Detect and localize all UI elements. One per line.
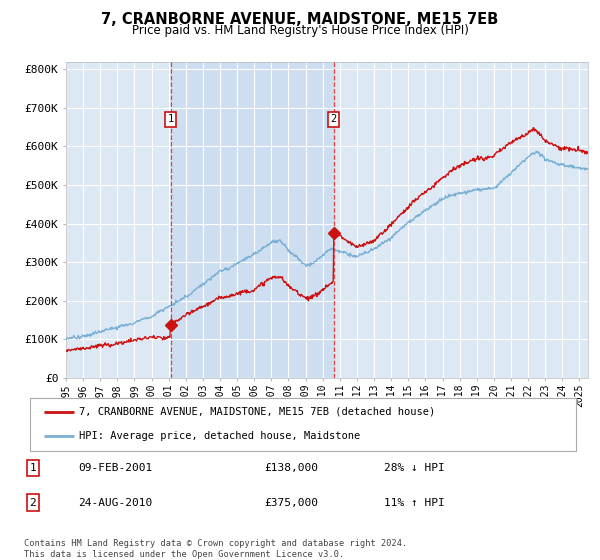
Text: £138,000: £138,000 bbox=[264, 463, 318, 473]
Text: 2: 2 bbox=[29, 498, 37, 507]
Text: £375,000: £375,000 bbox=[264, 498, 318, 507]
Text: 11% ↑ HPI: 11% ↑ HPI bbox=[384, 498, 445, 507]
Text: Price paid vs. HM Land Registry's House Price Index (HPI): Price paid vs. HM Land Registry's House … bbox=[131, 24, 469, 37]
Text: 7, CRANBORNE AVENUE, MAIDSTONE, ME15 7EB (detached house): 7, CRANBORNE AVENUE, MAIDSTONE, ME15 7EB… bbox=[79, 407, 436, 417]
Text: 28% ↓ HPI: 28% ↓ HPI bbox=[384, 463, 445, 473]
Text: Contains HM Land Registry data © Crown copyright and database right 2024.
This d: Contains HM Land Registry data © Crown c… bbox=[24, 539, 407, 559]
FancyBboxPatch shape bbox=[30, 398, 576, 451]
Text: 1: 1 bbox=[29, 463, 37, 473]
Text: 2: 2 bbox=[331, 114, 337, 124]
Bar bbox=[170, 62, 334, 378]
Text: 09-FEB-2001: 09-FEB-2001 bbox=[78, 463, 152, 473]
Text: HPI: Average price, detached house, Maidstone: HPI: Average price, detached house, Maid… bbox=[79, 431, 361, 441]
Text: 7, CRANBORNE AVENUE, MAIDSTONE, ME15 7EB: 7, CRANBORNE AVENUE, MAIDSTONE, ME15 7EB bbox=[101, 12, 499, 27]
Text: 24-AUG-2010: 24-AUG-2010 bbox=[78, 498, 152, 507]
Text: 1: 1 bbox=[167, 114, 173, 124]
